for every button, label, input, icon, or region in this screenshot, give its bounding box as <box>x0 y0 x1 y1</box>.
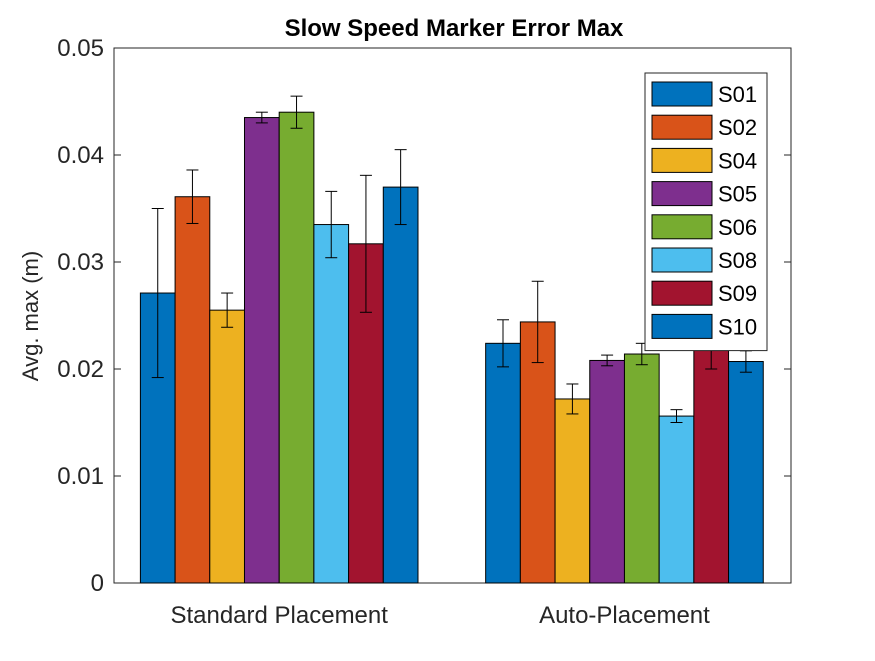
legend-swatch <box>651 247 713 273</box>
bar <box>693 336 730 584</box>
legend-label: S05 <box>718 182 757 207</box>
legend-label: S02 <box>718 115 757 140</box>
legend-swatch <box>651 214 713 240</box>
legend-label: S10 <box>718 314 757 339</box>
y-tick-label: 0 <box>91 570 104 597</box>
bar <box>554 398 591 584</box>
y-tick-label: 0.05 <box>57 35 104 62</box>
bar <box>658 415 695 584</box>
x-tick-label: Auto-Placement <box>539 602 710 629</box>
bar <box>243 117 280 584</box>
bar <box>278 111 315 584</box>
legend-swatch <box>651 114 713 140</box>
legend-swatch <box>651 181 713 207</box>
bar <box>174 196 211 584</box>
legend-swatch <box>651 313 713 339</box>
y-tick-label: 0.03 <box>57 249 104 276</box>
legend: S01 S02 S04 S05 S06 S08 S09 S10 <box>644 72 768 352</box>
bar <box>313 224 350 584</box>
chart-title: Slow Speed Marker Error Max <box>285 15 624 42</box>
legend-label: S04 <box>718 148 757 173</box>
bar <box>485 342 521 584</box>
legend-label: S08 <box>718 248 757 273</box>
bar <box>209 309 245 584</box>
legend-label: S01 <box>718 82 757 107</box>
legend-swatch <box>651 280 713 306</box>
bar <box>382 186 419 584</box>
y-tick-label: 0.02 <box>57 356 104 383</box>
legend-label: S09 <box>718 281 757 306</box>
legend-swatch <box>651 81 713 107</box>
y-tick-label: 0.01 <box>57 463 104 490</box>
y-axis-label: Avg. max (m) <box>18 251 43 381</box>
y-tick-label: 0.04 <box>57 142 104 169</box>
bar <box>728 361 764 584</box>
bar <box>589 359 625 584</box>
bar <box>623 353 660 584</box>
x-tick-label: Standard Placement <box>170 602 388 629</box>
legend-label: S06 <box>718 215 757 240</box>
legend-swatch <box>651 147 713 173</box>
